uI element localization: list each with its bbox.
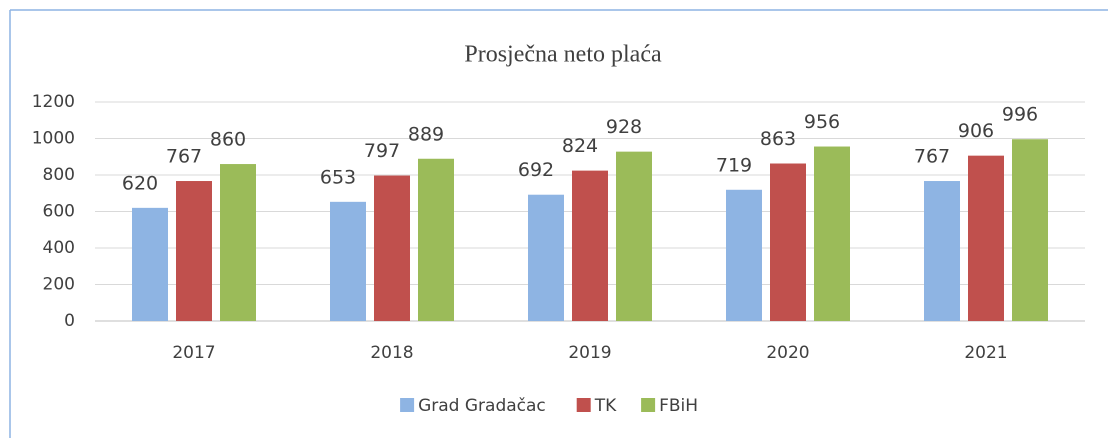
bar <box>374 175 410 321</box>
bar <box>924 181 960 321</box>
data-label: 797 <box>364 140 400 162</box>
legend-label: FBiH <box>659 396 698 416</box>
data-label: 996 <box>1002 104 1038 126</box>
bar <box>176 181 212 321</box>
data-label: 824 <box>562 135 598 157</box>
data-label: 928 <box>606 116 642 138</box>
data-label: 719 <box>716 154 752 176</box>
data-label: 889 <box>408 123 444 145</box>
data-label: 692 <box>518 159 554 181</box>
y-tick-label: 400 <box>43 238 75 258</box>
x-tick-label: 2020 <box>766 343 809 363</box>
legend-swatch <box>576 398 591 412</box>
y-tick-label: 200 <box>43 275 75 295</box>
chart-title: Prosječna neto plaća <box>464 42 662 68</box>
data-label: 620 <box>122 172 158 194</box>
data-label: 906 <box>958 120 994 142</box>
bar <box>814 146 850 321</box>
legend-swatch <box>641 398 656 412</box>
bar <box>968 155 1004 321</box>
y-tick-label: 800 <box>43 165 75 185</box>
x-tick-label: 2018 <box>370 343 413 363</box>
bar <box>726 189 762 321</box>
bar <box>330 201 366 321</box>
x-tick-label: 2017 <box>172 343 215 363</box>
y-tick-label: 0 <box>64 311 75 331</box>
bar <box>132 207 168 321</box>
bar <box>572 170 608 321</box>
x-tick-label: 2021 <box>964 343 1007 363</box>
data-label: 767 <box>914 146 950 168</box>
data-label: 863 <box>760 128 796 150</box>
x-tick-label: 2019 <box>568 343 611 363</box>
legend-label: Grad Gradačac <box>418 396 546 416</box>
bar <box>418 158 454 321</box>
legend-swatch <box>400 398 415 412</box>
legend-label: TK <box>594 396 617 416</box>
bar <box>1012 139 1048 321</box>
data-label: 956 <box>804 111 840 133</box>
bar <box>528 194 564 321</box>
bar <box>220 164 256 321</box>
bar <box>770 163 806 321</box>
data-label: 767 <box>166 146 202 168</box>
y-tick-label: 1200 <box>32 92 75 112</box>
y-tick-label: 1000 <box>32 129 75 149</box>
data-label: 860 <box>210 129 246 151</box>
data-label: 653 <box>320 166 356 188</box>
bar <box>616 151 652 321</box>
y-tick-label: 600 <box>43 202 75 222</box>
